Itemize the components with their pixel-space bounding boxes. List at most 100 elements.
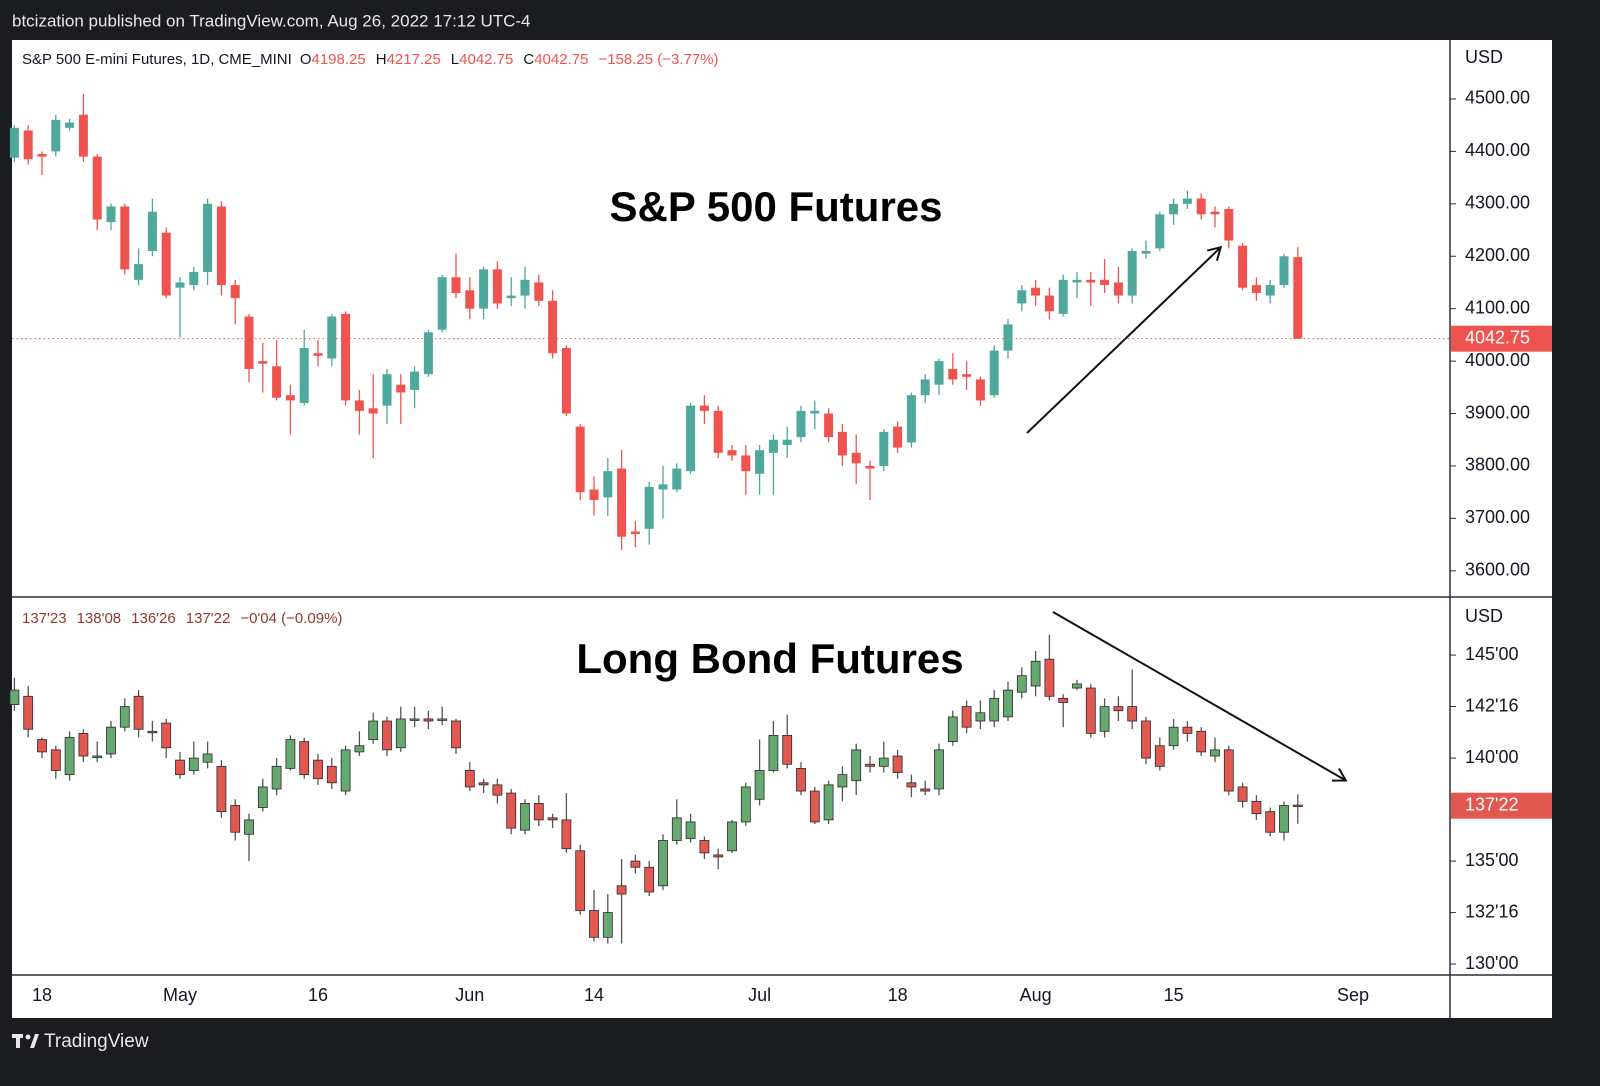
candle-body xyxy=(506,295,516,299)
candle-body xyxy=(810,410,820,414)
candle-body xyxy=(1113,706,1124,712)
x-tick-label: 18 xyxy=(32,985,52,1005)
candle-body xyxy=(1072,279,1082,283)
candle-body xyxy=(1182,726,1193,734)
y-tick-label: 145'00 xyxy=(1465,644,1519,664)
candle-body xyxy=(782,439,792,445)
candle-body xyxy=(1072,683,1082,689)
candle-body xyxy=(823,784,834,821)
candle-body xyxy=(768,439,778,453)
candle-body xyxy=(1292,804,1303,807)
candle-body xyxy=(893,426,903,448)
candle-body xyxy=(644,486,654,529)
candle-body xyxy=(1265,285,1275,296)
candle-body xyxy=(285,739,296,769)
candle-body xyxy=(51,119,61,152)
candle-body xyxy=(272,366,282,398)
candle-body xyxy=(1086,279,1096,283)
y-tick-label: 4200.00 xyxy=(1465,245,1530,265)
candle-body xyxy=(920,788,931,792)
candle-body xyxy=(1127,251,1137,296)
candle-body xyxy=(1003,324,1013,351)
candle-body xyxy=(244,316,254,369)
candles xyxy=(9,93,1303,550)
candle-body xyxy=(658,484,668,490)
x-tick-label: Jun xyxy=(455,985,484,1005)
candle-body xyxy=(119,706,130,728)
candle-body xyxy=(37,739,47,753)
candle-body xyxy=(9,689,20,705)
candle-body xyxy=(589,489,599,501)
candle-body xyxy=(423,332,433,375)
candle-body xyxy=(768,735,779,771)
candle-body xyxy=(520,279,530,296)
y-tick-label: 142'16 xyxy=(1465,695,1519,715)
candle-body xyxy=(1044,658,1055,697)
y-tick-label: 132'16 xyxy=(1465,901,1519,921)
candle-body xyxy=(865,465,875,469)
ohlc-key: H xyxy=(376,51,387,68)
candle-body xyxy=(189,271,199,286)
candle-body xyxy=(134,264,144,280)
ohlc-value: 137'23 xyxy=(22,610,67,627)
candle-body xyxy=(1279,805,1289,833)
candle-body xyxy=(782,735,793,765)
last-price-box xyxy=(1451,792,1552,819)
candle-body xyxy=(851,749,862,782)
candle-body xyxy=(326,765,337,784)
candle-body xyxy=(671,817,682,841)
y-tick-label: 3700.00 xyxy=(1465,507,1530,527)
candle-body xyxy=(368,408,378,414)
candle-body xyxy=(547,817,558,821)
candle-body xyxy=(1058,697,1069,703)
candle-body xyxy=(368,720,379,740)
candle-body xyxy=(1016,675,1027,693)
candle-body xyxy=(1293,257,1303,339)
candle-body xyxy=(520,803,530,831)
y-tick-label: 4100.00 xyxy=(1465,297,1530,317)
candle-body xyxy=(796,767,806,792)
candles xyxy=(9,634,1303,944)
ohlc-value: 4042.75 xyxy=(534,51,588,68)
candle-body xyxy=(106,206,116,223)
ohlc-value: 4217.25 xyxy=(387,51,441,68)
candle-body xyxy=(1099,706,1110,732)
ohlc-key: O xyxy=(300,51,312,68)
candle-body xyxy=(437,718,448,721)
candle-body xyxy=(506,792,517,829)
candle-body xyxy=(962,374,972,377)
candle-body xyxy=(617,468,627,537)
candle-body xyxy=(1196,198,1206,215)
candle-body xyxy=(740,786,751,823)
candle-body xyxy=(92,755,103,758)
candle-body xyxy=(492,269,502,304)
ohlc-change: −158.25 (−3.77%) xyxy=(598,51,718,68)
candle-body xyxy=(1168,726,1179,747)
candle-body xyxy=(285,395,295,401)
candle-body xyxy=(78,114,88,157)
candle-body xyxy=(741,455,751,472)
candle-body xyxy=(686,405,696,472)
candle-body xyxy=(354,745,365,753)
candle-body xyxy=(230,285,240,299)
unit-label: USD xyxy=(1465,606,1503,626)
candle-body xyxy=(754,770,765,800)
candle-body xyxy=(230,805,241,833)
candle-body xyxy=(975,712,986,722)
candle-body xyxy=(589,910,599,938)
candle-body xyxy=(644,866,655,893)
candle-body xyxy=(1031,287,1041,296)
y-tick-label: 3900.00 xyxy=(1465,402,1530,422)
brand-name: TradingView xyxy=(44,1031,149,1052)
candle-body xyxy=(37,154,47,157)
ohlc-value: 137'22 xyxy=(186,610,231,627)
candle-body xyxy=(106,726,116,755)
y-tick-label: 130'00 xyxy=(1465,953,1519,973)
candle-body xyxy=(1238,245,1248,288)
x-tick-label: 18 xyxy=(888,985,908,1005)
candle-body xyxy=(892,755,903,773)
candle-body xyxy=(1127,706,1138,722)
candle-body xyxy=(23,130,33,160)
candle-body xyxy=(133,695,144,730)
